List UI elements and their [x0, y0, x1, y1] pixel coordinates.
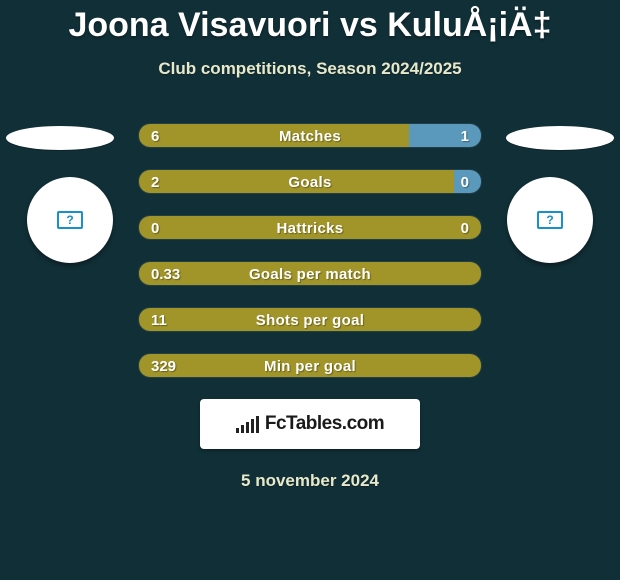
- stat-row: 2Goals0: [138, 169, 482, 194]
- page-subtitle: Club competitions, Season 2024/2025: [0, 59, 620, 79]
- stat-row: 6Matches1: [138, 123, 482, 148]
- brand-text: FcTables.com: [265, 413, 384, 435]
- stat-value-right: 0: [461, 216, 469, 240]
- placeholder-icon: [57, 211, 83, 229]
- stat-name: Matches: [139, 124, 481, 148]
- player-badge-right: [507, 177, 593, 263]
- stat-name: Goals per match: [139, 262, 481, 286]
- player-shadow-left: [6, 126, 114, 150]
- stat-name: Min per goal: [139, 354, 481, 378]
- stat-row: 0Hattricks0: [138, 215, 482, 240]
- page-title: Joona Visavuori vs KuluÅ¡iÄ‡: [0, 0, 620, 45]
- player-badge-left: [27, 177, 113, 263]
- date-label: 5 november 2024: [0, 471, 620, 491]
- stat-name: Hattricks: [139, 216, 481, 240]
- stat-row: 11Shots per goal: [138, 307, 482, 332]
- stat-name: Shots per goal: [139, 308, 481, 332]
- player-shadow-right: [506, 126, 614, 150]
- stat-row: 0.33Goals per match: [138, 261, 482, 286]
- placeholder-icon: [537, 211, 563, 229]
- stat-value-right: 0: [461, 170, 469, 194]
- brand-box: FcTables.com: [200, 399, 420, 449]
- brand-bars-icon: [236, 415, 259, 433]
- stat-name: Goals: [139, 170, 481, 194]
- stat-row: 329Min per goal: [138, 353, 482, 378]
- stat-value-right: 1: [461, 124, 469, 148]
- comparison-rows: 6Matches12Goals00Hattricks00.33Goals per…: [138, 123, 482, 378]
